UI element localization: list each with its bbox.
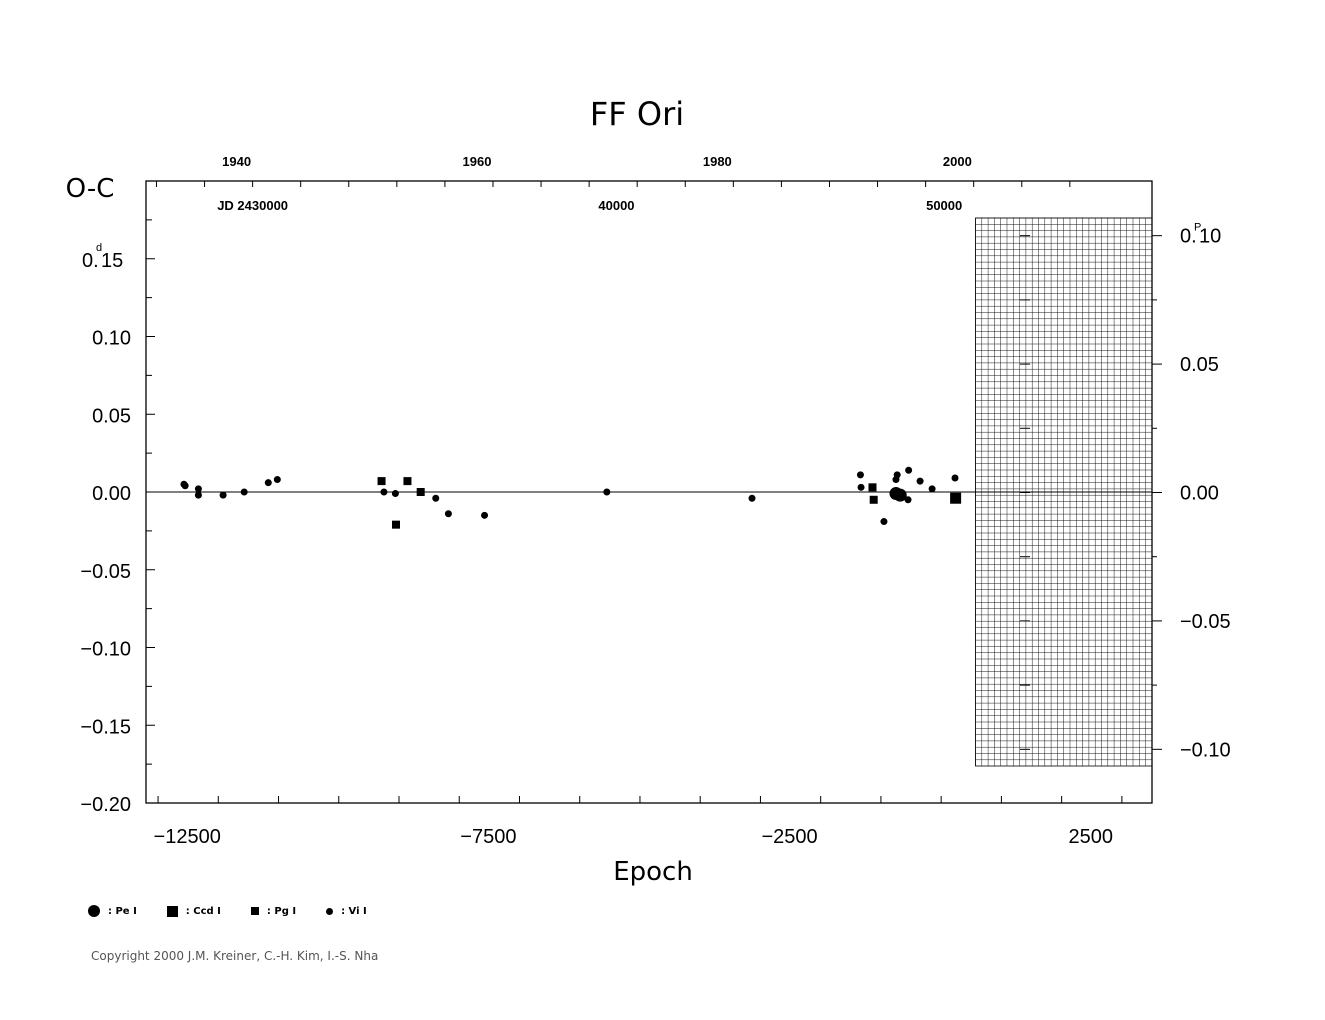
- point-vi: [951, 493, 959, 501]
- y-tick-label: −0.10: [80, 639, 131, 661]
- right-tick-label: −0.10: [1180, 739, 1231, 761]
- year-label: 2000: [943, 154, 972, 169]
- year-label: 1960: [463, 154, 492, 169]
- point-pe: [893, 488, 907, 502]
- y-axis-label: O-C: [66, 174, 115, 204]
- x-tick-label: −7500: [460, 826, 516, 848]
- unit-label: d: [96, 242, 102, 254]
- point-vi: [892, 476, 900, 484]
- y-tick-label: −0.20: [80, 794, 131, 816]
- point-vi: [905, 466, 913, 474]
- x-axis-label: Epoch: [613, 857, 693, 887]
- circle-marker-icon: [88, 905, 100, 917]
- point-vi: [748, 494, 756, 502]
- right-tick-label: −0.05: [1180, 611, 1231, 633]
- point-vi: [916, 477, 924, 485]
- point-vi: [880, 518, 888, 526]
- point-pg: [377, 477, 386, 486]
- y-tick-label: −0.05: [80, 561, 131, 583]
- jd-label: JD 2430000: [217, 198, 288, 213]
- y-tick-label: 0.05: [92, 405, 131, 427]
- legend-item-ccd: : Ccd I: [166, 905, 221, 917]
- right-tick-label: 0.05: [1180, 354, 1219, 376]
- square-marker-icon: [166, 905, 178, 917]
- x-tick-label: 2500: [1069, 826, 1114, 848]
- jd-label: 50000: [926, 198, 962, 213]
- y-tick-label: 15: [101, 250, 123, 272]
- point-vi: [219, 491, 227, 499]
- legend-item-pe: : Pe I: [88, 905, 137, 917]
- right-tick-label: 0.: [1180, 226, 1197, 248]
- point-pg: [868, 483, 877, 492]
- right-tick-label: 10: [1199, 226, 1221, 248]
- point-vi: [432, 494, 440, 502]
- point-vi: [857, 483, 865, 491]
- x-tick-label: −2500: [761, 826, 817, 848]
- legend: : Pe I : Ccd I : Pg I : Vi I: [88, 902, 397, 920]
- point-vi: [444, 510, 452, 518]
- jd-label: 40000: [598, 198, 634, 213]
- point-pg: [403, 477, 412, 486]
- point-pg: [391, 520, 400, 529]
- point-vi: [194, 485, 202, 493]
- tick-marks: [146, 180, 1162, 804]
- y-tick-label: 0.: [82, 250, 99, 272]
- point-vi: [273, 476, 281, 484]
- year-label: 1940: [222, 154, 251, 169]
- legend-label: : Pe I: [108, 905, 137, 917]
- legend-item-pg: : Pg I: [250, 905, 297, 917]
- legend-label: : Vi I: [341, 905, 367, 917]
- point-vi: [264, 479, 272, 487]
- point-vi: [194, 491, 202, 499]
- copyright-text: Copyright 2000 J.M. Kreiner, C.-H. Kim, …: [91, 949, 379, 963]
- point-vi: [240, 488, 248, 496]
- small-circle-marker-icon: [326, 907, 334, 915]
- small-square-marker-icon: [250, 907, 259, 915]
- point-pg: [869, 495, 878, 504]
- unit-label: P: [1194, 222, 1201, 234]
- point-vi: [856, 471, 864, 479]
- chart-title: FF Ori: [590, 95, 684, 133]
- point-vi: [391, 490, 399, 498]
- data-points: [180, 466, 962, 529]
- legend-label: : Ccd I: [185, 905, 221, 917]
- point-vi: [603, 488, 611, 496]
- point-pg: [416, 488, 425, 496]
- year-label: 1980: [703, 154, 732, 169]
- point-vi: [928, 485, 936, 493]
- point-vi: [481, 511, 489, 519]
- tick-labels: 0.100.050.00−0.05−0.10−0.15−0.200. 15d−12…: [80, 154, 1230, 848]
- legend-label: : Pg I: [266, 905, 297, 917]
- y-tick-label: 0.00: [92, 483, 131, 505]
- right-tick-label: 0.00: [1180, 483, 1219, 505]
- y-tick-label: 0.10: [92, 328, 131, 350]
- point-vi: [181, 482, 189, 490]
- y-tick-label: −0.15: [80, 716, 131, 738]
- point-vi: [380, 488, 388, 496]
- x-tick-label: −12500: [154, 826, 221, 848]
- legend-item-vi: : Vi I: [326, 906, 367, 917]
- point-vi: [904, 496, 912, 504]
- point-vi: [951, 474, 959, 482]
